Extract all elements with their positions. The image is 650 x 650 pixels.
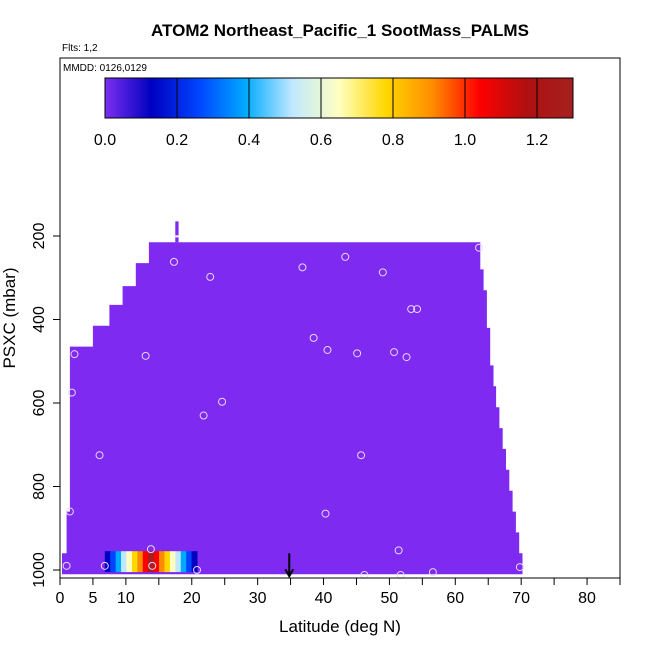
chart-title: ATOM2 Northeast_Pacific_1 SootMass_PALMS [151, 21, 529, 40]
dates-label: MMDD: 0126,0129 [63, 63, 147, 74]
field-spike-gap [175, 235, 179, 238]
x-tick-label: 5 [88, 590, 97, 607]
y-tick-label: 1000 [31, 552, 48, 588]
sample-point [360, 571, 369, 580]
sample-point [95, 451, 104, 460]
inset-cell [169, 551, 176, 573]
marker-arrow [284, 553, 295, 579]
sample-point [169, 257, 178, 266]
x-tick-label: 60 [446, 590, 464, 607]
colorbar-tick-label: 0.2 [166, 132, 188, 149]
x-tick-label: 10 [117, 590, 135, 607]
inset-cell [159, 551, 165, 573]
data-field [62, 221, 523, 575]
sample-point [206, 272, 215, 281]
x-axis-label: Latitude (deg N) [279, 617, 401, 636]
sample-point [378, 268, 387, 277]
sample-point [218, 397, 227, 406]
sample-point [357, 451, 366, 460]
colorbar-tick-label: 1.2 [526, 132, 548, 149]
sample-point [390, 348, 399, 357]
sample-point [65, 507, 74, 516]
x-tick-label: 80 [578, 590, 596, 607]
colorbar-ticks: 0.0 0.2 0.4 0.6 0.8 1.0 1.2 [94, 78, 548, 149]
inset-cell [186, 551, 193, 573]
field-region [62, 242, 523, 575]
sample-point [428, 568, 437, 577]
inset-cell [148, 551, 155, 573]
sample-point [396, 571, 405, 580]
plot-area [59, 57, 621, 580]
sample-point [70, 350, 79, 359]
y-tick-label: 200 [31, 223, 48, 250]
sample-point [341, 252, 350, 261]
y-tick-label: 800 [31, 473, 48, 500]
inset-cell [104, 551, 111, 573]
x-axis: 0 5 10 20 30 40 50 60 70 80 [56, 578, 621, 607]
inset-cell [121, 551, 128, 573]
sample-point [321, 509, 330, 518]
inset-cell [164, 551, 171, 573]
plot-frame [59, 57, 621, 579]
x-tick-label: 40 [315, 590, 333, 607]
sample-point [309, 333, 318, 342]
inset-cell [126, 551, 133, 573]
x-tick-label: 20 [183, 590, 201, 607]
y-tick-label: 400 [31, 306, 48, 333]
sample-point [413, 305, 422, 314]
sample-point [515, 563, 524, 572]
colorbar-tick-label: 0.6 [310, 132, 332, 149]
sample-point [407, 305, 416, 314]
inset-cell [180, 551, 187, 573]
sample-point [67, 388, 76, 397]
sample-point [199, 411, 208, 420]
sample-point [100, 561, 109, 570]
sample-point [141, 351, 150, 360]
colorbar-ramp [104, 77, 574, 119]
x-tick-label: 0 [56, 590, 65, 607]
sample-point [475, 243, 484, 252]
y-axis: 200 400 600 800 1000 [31, 223, 60, 588]
colorbar-tick-label: 1.0 [454, 132, 476, 149]
sample-point [402, 353, 411, 362]
inset-cell [131, 551, 138, 573]
inset-cell [153, 551, 160, 573]
inset-cell [175, 551, 182, 573]
sample-point [62, 561, 71, 570]
sample-point [148, 561, 157, 570]
arrow-head [284, 568, 295, 579]
inset-colorstrip [104, 551, 198, 573]
sample-point [323, 345, 332, 354]
colorbar-tick-label: 0.8 [382, 132, 404, 149]
sample-point [394, 546, 403, 555]
sample-point [193, 566, 202, 574]
y-tick-label: 600 [31, 390, 48, 417]
inset-cell [137, 551, 144, 573]
inset-cell [191, 551, 198, 573]
sample-points [62, 243, 524, 580]
x-tick-label: 50 [381, 590, 399, 607]
field-spike [175, 221, 179, 243]
sample-point [298, 263, 307, 272]
sample-point [146, 545, 155, 554]
y-axis-label: PSXC (mbar) [0, 267, 19, 368]
colorbar-tick-label: 0.4 [238, 132, 260, 149]
sample-point [353, 349, 362, 358]
colorbar-tick-label: 0.0 [94, 132, 116, 149]
inset-cell [110, 551, 117, 573]
colorbar: 0.0 0.2 0.4 0.6 0.8 1.0 1.2 [94, 77, 574, 149]
flights-label: Flts: 1,2 [62, 43, 98, 54]
inset-cell [115, 551, 122, 573]
x-tick-label: 30 [249, 590, 267, 607]
inset-cell [142, 551, 149, 573]
x-tick-label: 70 [512, 590, 530, 607]
